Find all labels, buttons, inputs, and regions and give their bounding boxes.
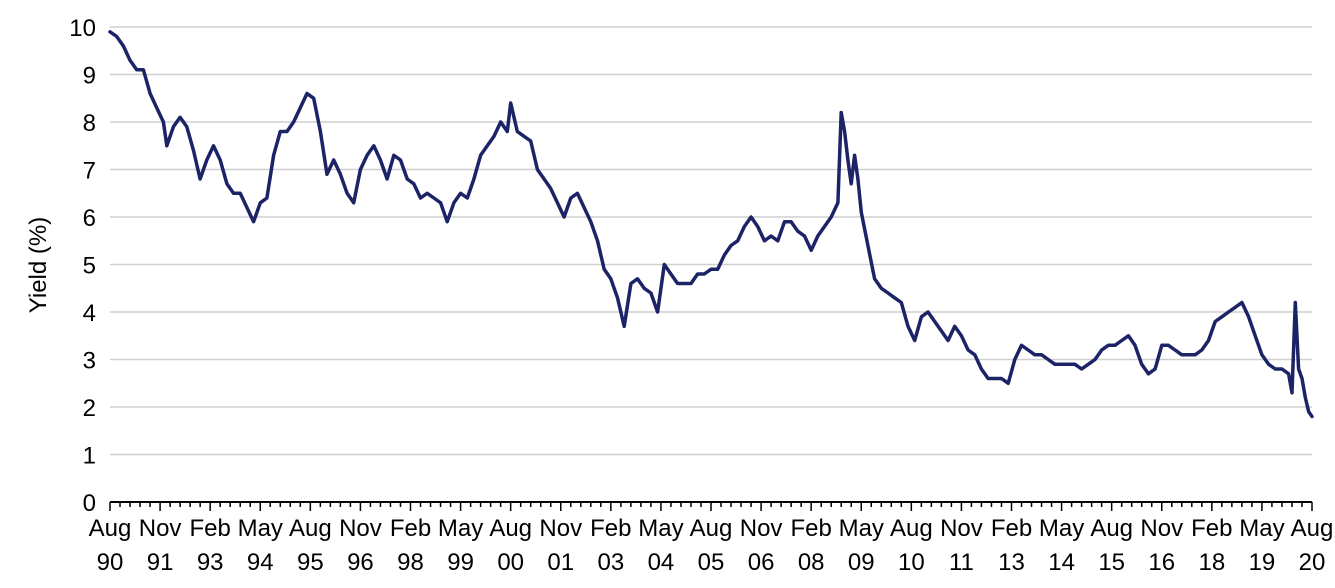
y-tick-label: 10 [69, 15, 96, 42]
x-tick-label-month: Aug [690, 515, 733, 542]
y-tick-label: 1 [83, 443, 96, 470]
x-tick-label-month: May [238, 515, 283, 542]
gridlines [110, 26, 1312, 456]
x-tick-label-year: 06 [748, 549, 775, 576]
x-tick-label-month: Aug [489, 515, 532, 542]
x-tick-label-month: Nov [339, 515, 382, 542]
x-tick-label-year: 11 [949, 549, 974, 576]
x-tick-label-year: 98 [397, 549, 424, 576]
x-tick-label-month: Feb [390, 515, 431, 542]
x-tick-label-month: May [438, 515, 483, 542]
x-tick-label-month: Feb [991, 515, 1032, 542]
x-tick-label-month: Nov [740, 515, 783, 542]
x-tick-label-month: Feb [189, 515, 230, 542]
x-tick-label-month: Nov [1140, 515, 1183, 542]
x-tick-label-month: Aug [89, 515, 132, 542]
x-tick-label-year: 93 [197, 549, 224, 576]
x-tick-label-year: 94 [247, 549, 274, 576]
x-axis-ticks: Aug 90 Nov 91 Feb 93 May 94 Aug 95 Nov 96 Feb 98 May 99… [89, 502, 1334, 576]
x-tick-label-year: 03 [597, 549, 624, 576]
x-tick-label-year: 20 [1299, 549, 1326, 576]
x-tick-label-year: 90 [97, 549, 124, 576]
x-tick-label-month: May [638, 515, 683, 542]
x-tick-label-month: Aug [1090, 515, 1133, 542]
x-tick-label-year: 01 [547, 549, 574, 576]
y-tick-label: 0 [83, 490, 96, 517]
x-tick-label-year: 14 [1048, 549, 1075, 576]
x-tick-label-month: May [1039, 515, 1084, 542]
x-tick-label-year: 18 [1198, 549, 1225, 576]
series-line [108, 30, 1314, 419]
x-tick-label-month: May [1239, 515, 1284, 542]
x-tick-label-year: 15 [1098, 549, 1125, 576]
x-tick-label-month: May [839, 515, 884, 542]
x-tick-label-month: Feb [790, 515, 831, 542]
series-layer [108, 30, 1314, 419]
x-tick-label-year: 05 [698, 549, 725, 576]
y-tick-label: 7 [83, 158, 96, 185]
x-tick-label-year: 00 [497, 549, 524, 576]
x-tick-label-month: Feb [590, 515, 631, 542]
y-tick-label: 5 [83, 253, 96, 280]
x-tick-label-year: 95 [297, 549, 324, 576]
y-tick-label: 8 [83, 110, 96, 137]
y-axis-label: Yield (%) [25, 217, 52, 313]
x-tick-label-year: 09 [848, 549, 875, 576]
x-tick-label-month: Aug [289, 515, 332, 542]
x-tick-label-year: 96 [347, 549, 374, 576]
x-tick-label-year: 19 [1249, 549, 1276, 576]
y-axis-ticks: 0 1 2 3 4 5 6 7 8 9 10 [69, 15, 96, 517]
x-tick-label-year: 91 [147, 549, 174, 576]
x-tick-label-year: 08 [798, 549, 825, 576]
y-tick-label: 3 [83, 348, 96, 375]
x-tick-label-year: 04 [648, 549, 675, 576]
x-tick-label-month: Aug [1291, 515, 1334, 542]
x-tick-label-year: 16 [1148, 549, 1175, 576]
x-tick-label-year: 13 [998, 549, 1025, 576]
x-tick-label-month: Feb [1191, 515, 1232, 542]
y-tick-label: 9 [83, 63, 96, 90]
x-tick-label-month: Nov [139, 515, 182, 542]
x-tick-label-month: Aug [890, 515, 933, 542]
x-tick-label-month: Nov [940, 515, 983, 542]
x-tick-label-year: 99 [447, 549, 474, 576]
y-tick-label: 4 [83, 300, 96, 327]
x-tick-label-month: Nov [539, 515, 582, 542]
y-tick-label: 6 [83, 205, 96, 232]
x-tick-label-year: 10 [898, 549, 925, 576]
y-tick-label: 2 [83, 395, 96, 422]
